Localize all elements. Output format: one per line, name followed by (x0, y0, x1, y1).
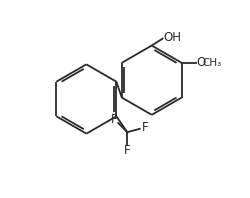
Text: F: F (124, 144, 130, 157)
Text: CH₃: CH₃ (203, 58, 222, 68)
Text: O: O (196, 56, 206, 69)
Text: F: F (142, 121, 148, 134)
Text: OH: OH (164, 31, 182, 44)
Text: F: F (111, 113, 117, 126)
